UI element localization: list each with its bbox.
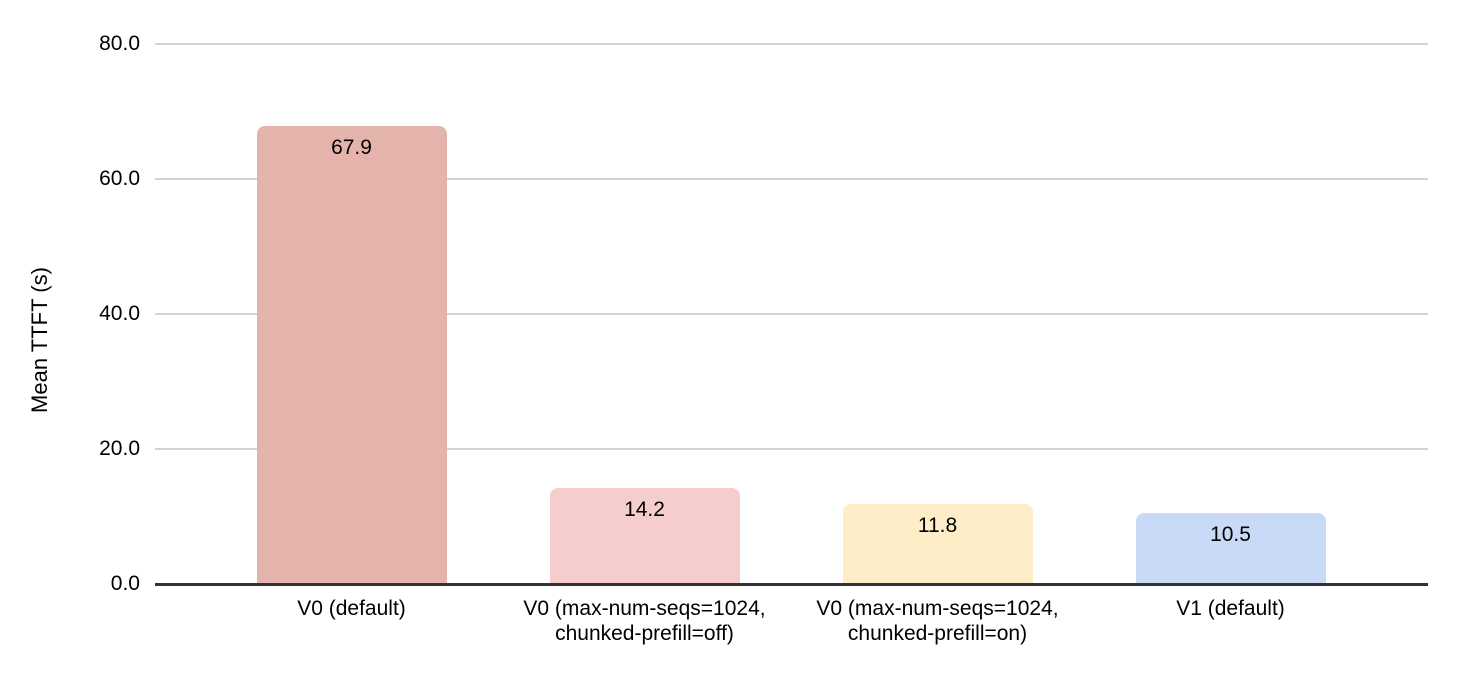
category-label: V1 (default) [1176, 597, 1285, 620]
x-axis-line [155, 583, 1428, 586]
plot-area: 67.9 14.2 11.8 10.5 [155, 43, 1428, 586]
bar-value-label: 11.8 [917, 514, 958, 538]
bar: 14.2 [549, 488, 740, 584]
y-tick-label: 20.0 [99, 437, 140, 460]
bar-value-label: 10.5 [1210, 523, 1251, 547]
y-axis-title: Mean TTFT (s) [27, 267, 52, 413]
y-tick-label: 80.0 [99, 32, 140, 55]
gridline [155, 43, 1428, 45]
y-tick-label: 60.0 [99, 167, 140, 190]
gridline [155, 448, 1428, 450]
y-tick-label: 40.0 [99, 302, 140, 325]
bar: 67.9 [256, 125, 447, 584]
bar-value-label: 14.2 [624, 498, 665, 522]
bar: 11.8 [842, 504, 1033, 584]
y-tick-label: 0.0 [110, 572, 140, 595]
gridline [155, 178, 1428, 180]
gridline [155, 313, 1428, 315]
bar-value-label: 67.9 [331, 135, 372, 159]
category-label: V0 (default) [297, 597, 406, 620]
category-label: V0 (max-num-seqs=1024, chunked-prefill=o… [816, 597, 1059, 645]
category-label: V0 (max-num-seqs=1024, chunked-prefill=o… [523, 597, 766, 645]
bar: 10.5 [1135, 513, 1326, 584]
